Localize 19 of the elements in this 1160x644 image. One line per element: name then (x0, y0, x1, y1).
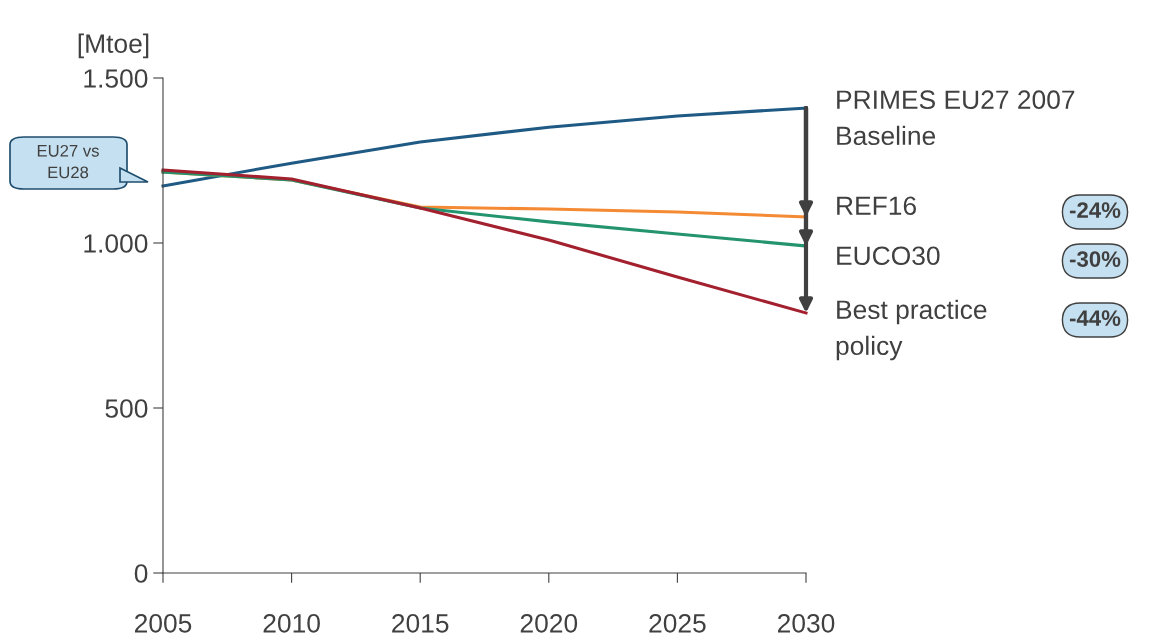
series-label: REF16 (837, 196, 916, 216)
y-tick-label: 1.000 (84, 234, 148, 253)
x-tick-label: 2025 (649, 613, 706, 633)
series-label: EUCO30 (837, 246, 940, 266)
y-tick-label: 1.500 (84, 69, 148, 88)
x-tick-label: 2015 (392, 613, 449, 633)
x-tick-label: 2010 (263, 613, 320, 633)
text: -24% (1069, 202, 1121, 218)
y-tick-label: 500 (105, 399, 148, 418)
y-tick-label: 0 (134, 564, 148, 583)
text: -44% (1069, 310, 1121, 326)
y-axis-title: [Mtoe] (78, 33, 149, 59)
x-tick-label: 2020 (520, 613, 578, 633)
text: EU27 vs EU28 (37, 144, 99, 179)
x-tick-label: 2005 (134, 613, 192, 633)
text: -30% (1069, 251, 1121, 267)
x-tick-label: 2030 (777, 613, 835, 633)
series-label: Best practice policy (836, 299, 987, 361)
series-label: PRIMES EU27 2007 Baseline (837, 90, 1075, 146)
